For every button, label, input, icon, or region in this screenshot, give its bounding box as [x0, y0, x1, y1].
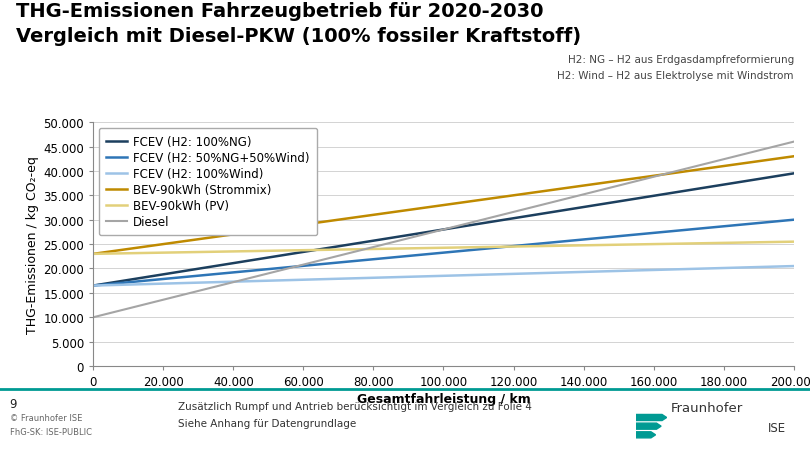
Text: Fraunhofer: Fraunhofer: [671, 401, 743, 415]
Text: H2: NG – H2 aus Erdgasdampfreformierung: H2: NG – H2 aus Erdgasdampfreformierung: [568, 55, 794, 65]
Text: FhG-SK: ISE-PUBLIC: FhG-SK: ISE-PUBLIC: [10, 427, 92, 436]
X-axis label: Gesamtfahrleistung / km: Gesamtfahrleistung / km: [356, 392, 531, 405]
Text: 9: 9: [10, 397, 17, 410]
Legend: FCEV (H2: 100%NG), FCEV (H2: 50%NG+50%Wind), FCEV (H2: 100%Wind), BEV-90kWh (Str: FCEV (H2: 100%NG), FCEV (H2: 50%NG+50%Wi…: [99, 129, 317, 235]
FancyArrow shape: [636, 432, 655, 438]
Text: © Fraunhofer ISE: © Fraunhofer ISE: [10, 413, 82, 422]
Text: THG-Emissionen Fahrzeugbetrieb für 2020-2030: THG-Emissionen Fahrzeugbetrieb für 2020-…: [16, 2, 544, 21]
Text: Siehe Anhang für Datengrundlage: Siehe Anhang für Datengrundlage: [178, 418, 356, 428]
Text: ISE: ISE: [768, 421, 786, 434]
FancyArrow shape: [636, 415, 667, 420]
FancyArrow shape: [636, 423, 661, 429]
Text: Zusätzlich Rumpf und Antrieb berücksichtigt im Vergleich zu Folie 4: Zusätzlich Rumpf und Antrieb berücksicht…: [178, 401, 532, 411]
Text: Vergleich mit Diesel-PKW (100% fossiler Kraftstoff): Vergleich mit Diesel-PKW (100% fossiler …: [16, 27, 582, 46]
Y-axis label: THG-Emissionen / kg CO₂-eq: THG-Emissionen / kg CO₂-eq: [26, 156, 39, 334]
Text: H2: Wind – H2 aus Elektrolyse mit Windstrom: H2: Wind – H2 aus Elektrolyse mit Windst…: [557, 71, 794, 81]
